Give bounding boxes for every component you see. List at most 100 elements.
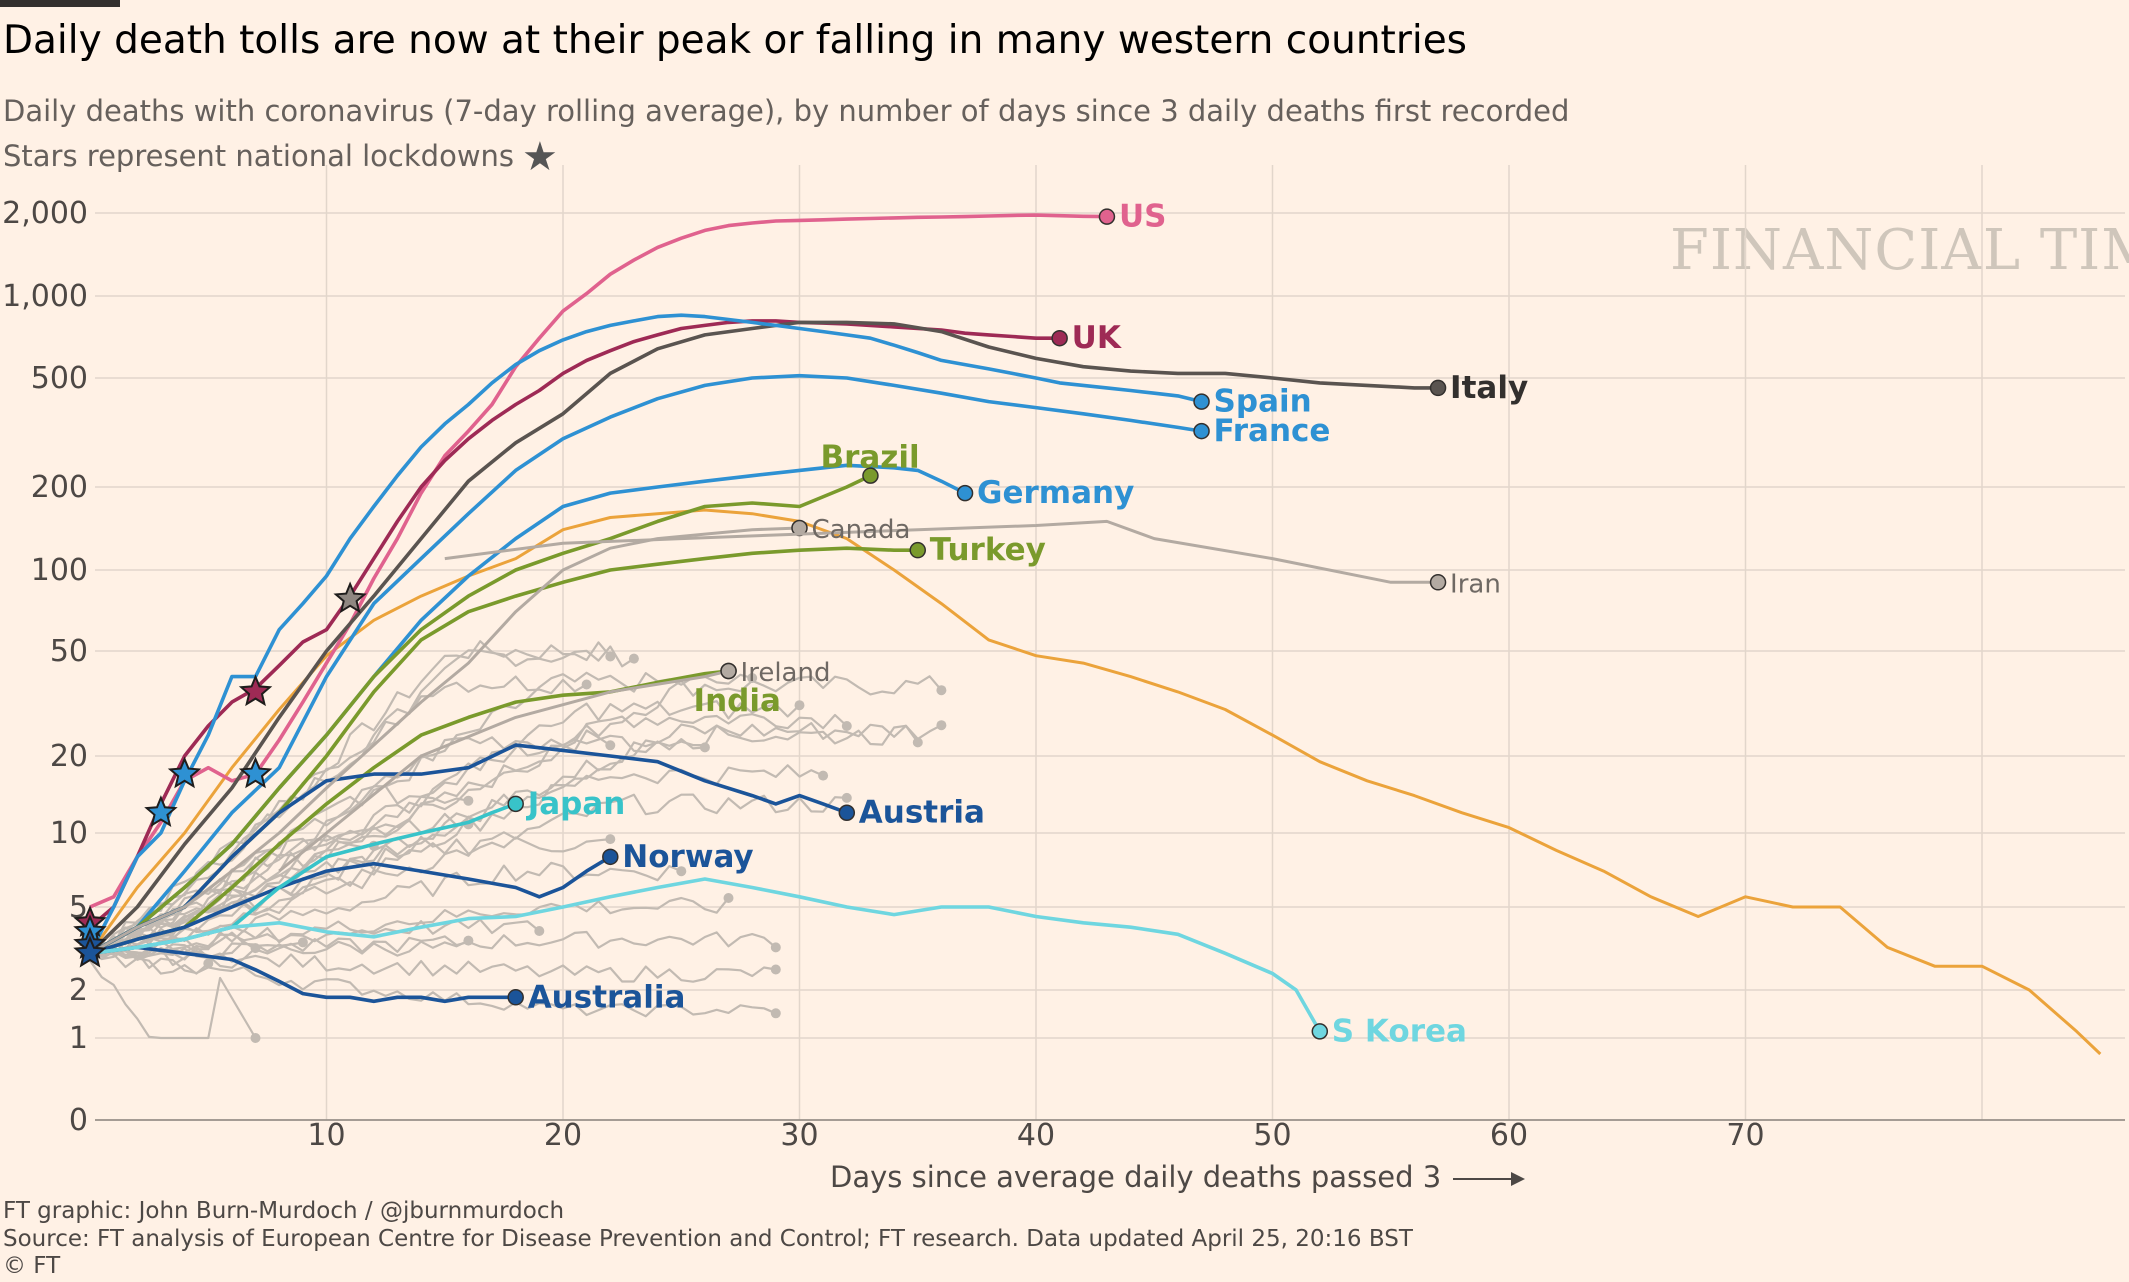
series-label-canada: Canada <box>812 515 911 545</box>
x-axis-title: Days since average daily deaths passed 3 <box>830 1160 1526 1194</box>
y-tick-label: 100 <box>31 553 88 588</box>
series-end-dot-germany <box>956 484 974 502</box>
context-line <box>89 700 801 950</box>
x-tick-label: 60 <box>1490 1118 1528 1153</box>
series-label-s-korea: S Korea <box>1332 1013 1467 1049</box>
y-tick-label: 1,000 <box>2 279 88 314</box>
chart-subtitle-stars: Stars represent national lockdowns ★ <box>3 134 558 180</box>
series-label-italy: Italy <box>1450 370 1528 406</box>
context-line <box>89 640 612 955</box>
y-tick-label: 0 <box>69 1103 88 1138</box>
context-line-end <box>818 770 829 781</box>
series-line-austria <box>89 743 848 955</box>
series-label-germany: Germany <box>977 475 1134 511</box>
series-line-canada <box>89 526 800 955</box>
y-tick-label: 2,000 <box>2 196 88 231</box>
context-line-end <box>605 834 616 845</box>
y-tick-label: 200 <box>31 470 88 505</box>
x-tick-label: 30 <box>780 1118 818 1153</box>
footer-copyright: © FT <box>3 1253 61 1279</box>
series-line-france <box>89 373 1202 955</box>
context-line <box>89 836 611 953</box>
lockdown-star-icon <box>238 674 273 707</box>
y-tick-label: 50 <box>50 634 88 669</box>
context-line <box>89 713 848 957</box>
context-line-end <box>463 935 474 946</box>
series-label-austria: Austria <box>859 795 985 831</box>
series-label-ireland: Ireland <box>741 658 831 688</box>
y-tick-label: 10 <box>50 816 88 851</box>
series-label-us: US <box>1119 199 1167 235</box>
context-line-end <box>628 653 639 664</box>
series-label-india: India <box>694 683 781 719</box>
series-end-dot-iran <box>1429 574 1447 591</box>
context-line-end <box>936 720 947 731</box>
arrow-right-icon <box>1453 1172 1526 1186</box>
x-tick-label: 50 <box>1253 1118 1291 1153</box>
series-end-dot-uk <box>1051 329 1068 347</box>
lockdown-stars <box>73 581 367 968</box>
x-axis-title-text: Days since average daily deaths passed 3 <box>830 1160 1442 1194</box>
x-tick-label: 20 <box>544 1118 582 1153</box>
series-label-norway: Norway <box>622 839 753 875</box>
lockdown-star-icon <box>333 581 367 614</box>
context-line-end <box>605 740 616 751</box>
series-label-france: France <box>1214 413 1331 449</box>
series-label-australia: Australia <box>528 979 686 1015</box>
context-line <box>89 834 374 955</box>
context-line-end <box>770 1008 781 1019</box>
context-line-end <box>463 795 474 806</box>
series-lines <box>88 208 1447 1040</box>
series-line-norway <box>89 855 612 956</box>
context-line-end <box>747 673 758 683</box>
x-tick-label: 70 <box>1726 1118 1764 1153</box>
series-label-spain: Spain <box>1214 384 1312 420</box>
orange-line <box>88 508 2102 1056</box>
context-line-end <box>794 700 805 711</box>
footer-credit: FT graphic: John Burn-Murdoch / @jburnmu… <box>3 1198 565 1224</box>
x-tick-label: 40 <box>1017 1118 1055 1153</box>
y-tick-label: 1 <box>69 1021 88 1056</box>
chart-subtitle: Daily deaths with coronavirus (7-day rol… <box>3 94 1570 128</box>
context-line-end <box>676 866 687 877</box>
context-line <box>89 948 777 1018</box>
subtitle-stars-text: Stars represent national lockdowns <box>3 139 515 173</box>
lockdown-star-icon <box>238 756 273 789</box>
series-label-iran: Iran <box>1450 569 1501 599</box>
chart-svg: 0 1 2 5 10 20 50 100 200 500 1,000 2,000 10 20 30 40 50… <box>2 165 2125 1153</box>
context-line-end <box>605 651 616 662</box>
series-line-uk <box>88 319 1060 929</box>
series-end-dot-australia <box>507 989 524 1006</box>
series-end-dot-us <box>1098 208 1116 225</box>
y-tick-label: 20 <box>50 739 88 774</box>
series-line-iran <box>444 519 1438 584</box>
context-line-end <box>770 942 781 953</box>
series-end-dot-france <box>1193 422 1210 440</box>
grid-lines <box>95 165 2125 1121</box>
chart-title: Daily death tolls are now at their peak … <box>3 18 1468 63</box>
x-axis-labels: 10 20 30 40 50 60 70 <box>307 1118 1764 1153</box>
series-end-dot-s-korea <box>1311 1023 1329 1040</box>
series-end-dot-ireland <box>720 662 737 680</box>
context-line-end <box>534 926 545 936</box>
series-end-dot-turkey <box>909 541 926 559</box>
y-tick-label: 500 <box>31 361 88 396</box>
y-tick-label: 5 <box>69 890 88 925</box>
context-line-end <box>841 792 852 803</box>
context-line-end <box>250 1033 261 1043</box>
context-line-end <box>936 685 947 696</box>
series-label-turkey: Turkey <box>930 532 1046 568</box>
series-line-s-korea <box>89 877 1322 1033</box>
context-line-end <box>841 721 852 731</box>
context-line-end <box>912 737 923 748</box>
series-end-dot-spain <box>1193 393 1210 410</box>
lockdown-star-icon <box>144 795 178 828</box>
series-end-dot-norway <box>602 848 619 866</box>
context-line-end <box>581 679 592 690</box>
series-line-ireland <box>278 669 729 873</box>
context-line <box>89 960 257 1040</box>
context-line-end <box>723 893 734 903</box>
context-line-end <box>770 964 781 975</box>
context-line-end <box>297 937 308 948</box>
